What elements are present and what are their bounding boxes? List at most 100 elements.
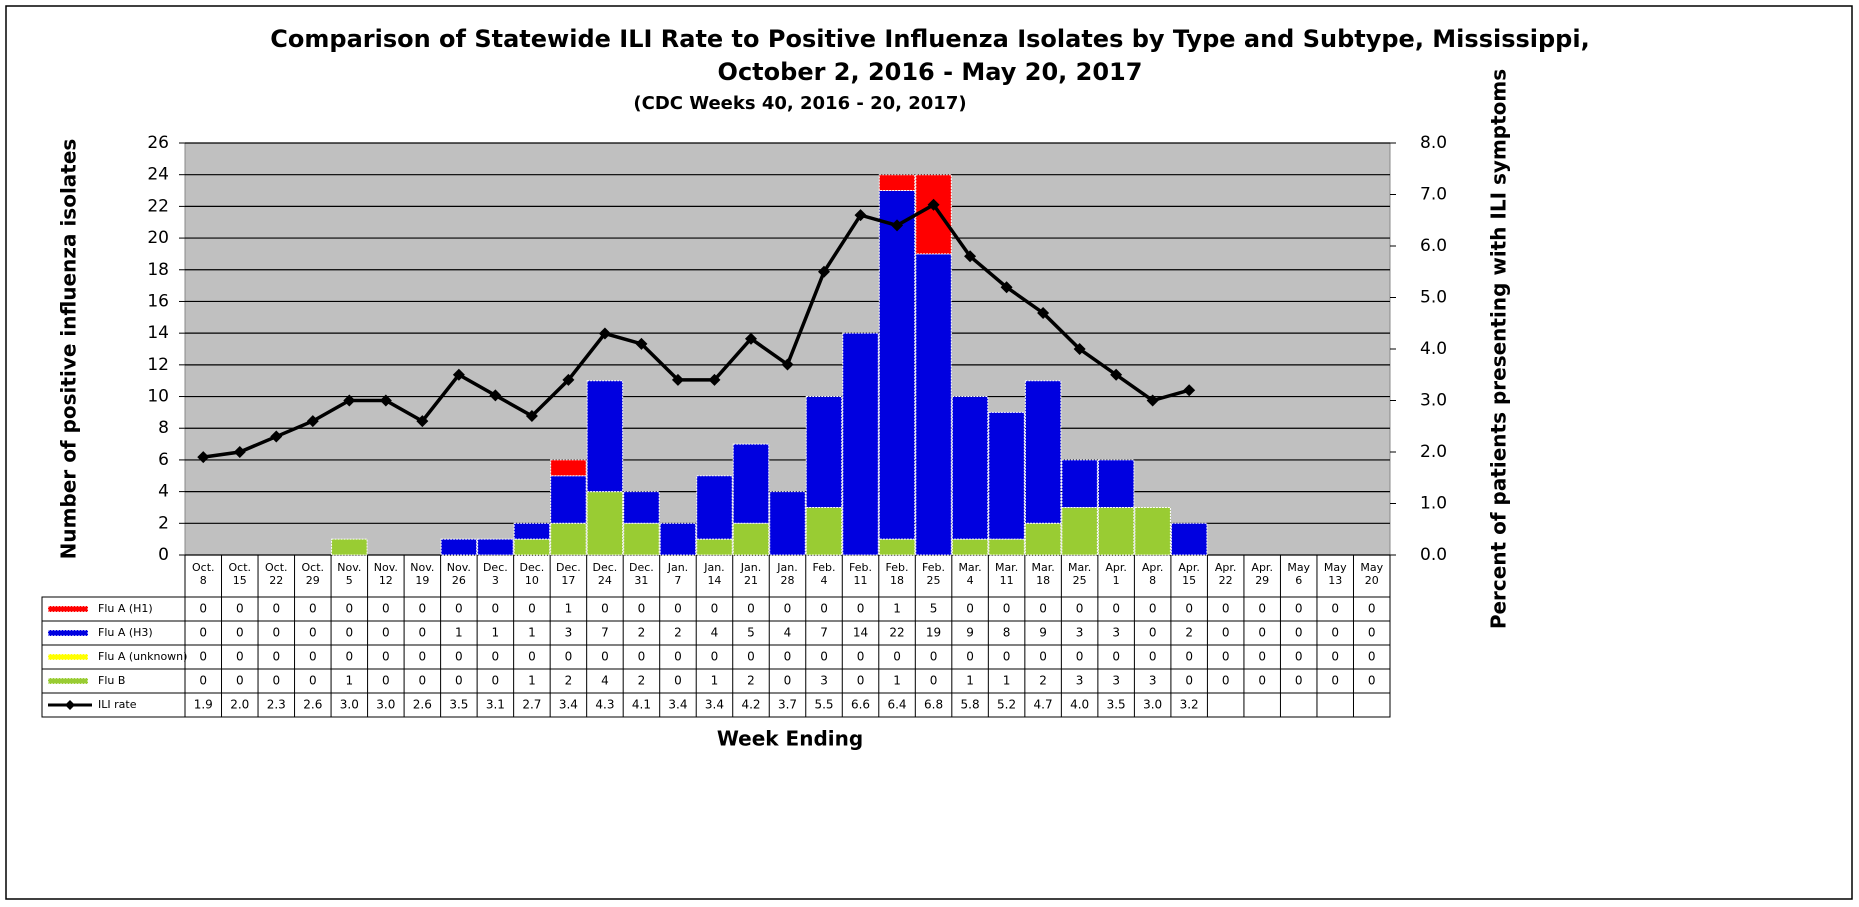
table-cell: 1 (345, 674, 353, 688)
x-tick-label: Feb. 11 (842, 561, 879, 587)
x-tick-text: Dec. 10 (519, 561, 545, 587)
table-cell: 7 (601, 626, 609, 640)
ili-marker (416, 415, 429, 428)
x-tick-label: Oct. 29 (295, 561, 332, 587)
ili-marker (854, 209, 867, 222)
bar-segment (550, 459, 587, 477)
table-cell: 0 (893, 650, 901, 664)
table-cell: 0 (601, 650, 609, 664)
table-cell: 0 (528, 602, 536, 616)
table-cell: 0 (419, 602, 427, 616)
table-cell: 0 (1185, 650, 1193, 664)
ili-marker (1110, 368, 1123, 381)
table-cell: 0 (199, 602, 207, 616)
x-tick-label: Dec. 3 (477, 561, 514, 587)
table-cell: 2 (638, 626, 646, 640)
table-cell: 3 (1076, 626, 1084, 640)
table-cell: 1 (528, 626, 536, 640)
table-cell: 0 (1295, 602, 1303, 616)
table-cell: 3.2 (1180, 698, 1199, 712)
x-tick-label: May 13 (1317, 561, 1354, 587)
table-cell: 4.2 (741, 698, 760, 712)
y2-axis-title: Percent of patients presenting with ILI … (1487, 69, 1511, 629)
table-cell: 0 (382, 626, 390, 640)
table-cell: 0 (199, 626, 207, 640)
table-cell: 5 (747, 626, 755, 640)
table-cell: 0 (345, 626, 353, 640)
table-cell: 0 (747, 650, 755, 664)
table-cell: 0 (857, 674, 865, 688)
table-cell: 0 (747, 602, 755, 616)
table-cell: 7 (820, 626, 828, 640)
bar-segment (550, 522, 587, 556)
table-cell: 0 (309, 674, 317, 688)
table-cell: 4.0 (1070, 698, 1089, 712)
table-cell: 0 (1149, 650, 1157, 664)
bar-segment (988, 538, 1025, 556)
table-cell: 0 (711, 602, 719, 616)
table-cell: 9 (966, 626, 974, 640)
x-tick-label: Nov. 5 (331, 561, 368, 587)
y-tick-label: 10 (147, 387, 169, 407)
table-cell: 0 (236, 650, 244, 664)
bar-segment (696, 538, 733, 556)
table-cell: 19 (926, 626, 941, 640)
table-cell: 0 (857, 602, 865, 616)
ili-marker (1183, 384, 1196, 397)
table-cell: 0 (272, 626, 280, 640)
ili-marker (1146, 394, 1159, 407)
bar-segment (805, 506, 843, 556)
x-tick-text: Dec. 17 (555, 561, 581, 587)
table-cell: 0 (1149, 626, 1157, 640)
x-tick-label: Dec. 24 (587, 561, 624, 587)
table-cell: 0 (930, 650, 938, 664)
ili-marker (818, 265, 831, 278)
x-tick-text: Mar. 4 (958, 561, 982, 587)
table-cell: 0 (1076, 602, 1084, 616)
x-tick-label: Mar. 25 (1061, 561, 1098, 587)
bar-segment (878, 174, 916, 192)
table-cell: 0 (1258, 650, 1266, 664)
x-tick-text: Oct. 8 (191, 561, 215, 587)
x-tick-text: Nov. 19 (410, 561, 435, 587)
x-tick-text: Oct. 22 (265, 561, 288, 587)
x-tick-label: Nov. 26 (441, 561, 478, 587)
y-tick-label: 8 (158, 418, 169, 438)
table-cell: 0 (638, 602, 646, 616)
ili-marker (1073, 343, 1086, 355)
ili-marker (598, 327, 611, 340)
ili-marker (562, 373, 575, 386)
table-cell: 3.5 (449, 698, 468, 712)
table-cell: 0 (674, 674, 682, 688)
table-cell: 1.9 (194, 698, 213, 712)
x-tick-text: Jan. 21 (740, 561, 762, 587)
table-cell: 2 (1185, 626, 1193, 640)
x-tick-label: Apr. 1 (1098, 561, 1135, 587)
table-cell: 2 (674, 626, 682, 640)
x-tick-text: Dec. 24 (592, 561, 618, 587)
y2-tick-label: 7.0 (1420, 185, 1447, 205)
table-cell: 3.5 (1107, 698, 1126, 712)
bar-segment (805, 396, 843, 508)
table-cell: 0 (1039, 650, 1047, 664)
bar-segment (1024, 522, 1062, 556)
legend-label: Flu B (98, 674, 125, 687)
legend-swatch (47, 677, 89, 685)
x-tick-text: May 6 (1287, 561, 1311, 587)
x-tick-label: Jan. 7 (660, 561, 697, 587)
table-cell: 9 (1039, 626, 1047, 640)
table-cell: 3.7 (778, 698, 797, 712)
table-cell: 0 (382, 674, 390, 688)
table-cell: 1 (711, 674, 719, 688)
ili-marker (270, 430, 283, 443)
table-cell: 0 (236, 602, 244, 616)
ili-line (203, 202, 1190, 459)
table-cell: 3 (565, 626, 573, 640)
table-cell: 0 (1003, 650, 1011, 664)
table-cell: 4.3 (595, 698, 614, 712)
x-tick-label: Apr. 15 (1171, 561, 1208, 587)
table-cell: 0 (272, 674, 280, 688)
x-tick-label: Mar. 4 (952, 561, 989, 587)
bar-segment (842, 332, 879, 556)
y-tick-label: 24 (147, 165, 169, 185)
